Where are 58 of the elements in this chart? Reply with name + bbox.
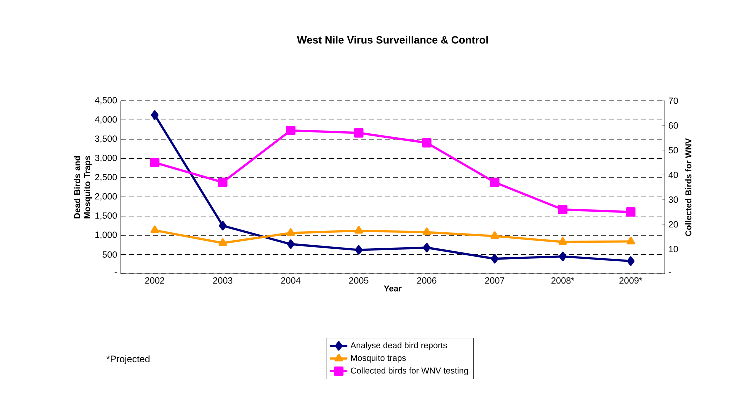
point (626, 208, 636, 217)
x-axis-title: Year (384, 286, 402, 292)
text: *Projected (106, 356, 150, 364)
y-tick-label: 3,500 (95, 136, 118, 144)
point (627, 256, 635, 266)
legend-label: Analyse dead bird reports (350, 342, 448, 350)
point (558, 237, 568, 245)
point (218, 238, 228, 246)
y-tick-label: 500 (102, 252, 118, 258)
x-tick-label: 2004 (281, 278, 301, 284)
x-tick-label: 2007 (485, 278, 505, 284)
point (354, 128, 364, 138)
y-axis-title: Dead Birds and Mosquito Traps (74, 156, 92, 219)
point (219, 221, 227, 231)
point (423, 243, 431, 253)
point (150, 158, 160, 168)
y2-tick-label: 10 (669, 246, 678, 252)
point (287, 240, 295, 250)
point (354, 226, 364, 234)
x-tick-label: 2006 (417, 278, 437, 284)
y-tick-label: - (114, 272, 118, 274)
point (491, 254, 499, 264)
point (422, 228, 432, 236)
y2-axis-title: Collected Birds for WNV (685, 138, 692, 236)
x-tick-label: 2005 (349, 278, 369, 284)
x-tick-label: 2003 (213, 278, 233, 284)
point (559, 252, 567, 262)
y-tick-label: 3,000 (95, 154, 118, 162)
y-tick-label: 2,500 (95, 174, 118, 182)
y-tick-label: 4,000 (95, 116, 118, 124)
y-tick-label: 2,000 (95, 193, 118, 201)
y2-tick-label: 70 (668, 98, 678, 104)
y-tick-label: 1,500 (96, 212, 118, 220)
x-tick-label: 2009* (620, 278, 643, 284)
y2-tick-label: 50 (668, 147, 678, 154)
point (558, 205, 568, 214)
point (151, 110, 159, 120)
y2-tick-label: 40 (668, 172, 678, 178)
point (150, 226, 160, 234)
point (286, 228, 296, 236)
y2-tick-label: 60 (668, 122, 678, 129)
point (218, 178, 228, 188)
point (286, 126, 296, 136)
point (355, 245, 363, 255)
point (490, 232, 500, 240)
legend-label: Collected birds for WNV testing (351, 368, 468, 376)
x-tick-label: 2008* (552, 278, 575, 284)
chart-title: West Nile Virus Surveillance & Control (297, 36, 488, 44)
legend-label: Mosquito traps (351, 354, 406, 363)
point (626, 237, 636, 245)
y2-tick-label: 30 (668, 196, 678, 204)
point (490, 178, 500, 188)
x-tick-label: 2002 (145, 278, 165, 284)
y2-tick-label: 20 (668, 221, 678, 228)
point (422, 138, 432, 148)
y-tick-label: 4,500 (95, 97, 118, 105)
y2-tick-label: - (668, 272, 672, 274)
y-tick-label: 1,000 (96, 232, 118, 240)
